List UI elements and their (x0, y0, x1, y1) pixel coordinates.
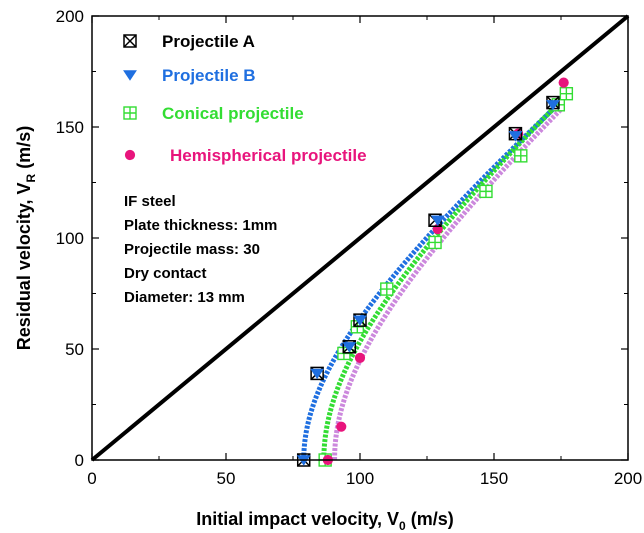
data-point (354, 352, 366, 363)
fit-curve (301, 107, 555, 461)
data-point (559, 86, 574, 101)
marker-triangle (123, 70, 137, 81)
data-point (514, 149, 528, 163)
legend-item: Hemispherical projectile (124, 146, 367, 165)
annotation-line: Projectile mass: 30 (124, 241, 260, 258)
y-tick-label: 150 (56, 118, 84, 137)
axis-ticks: 0 50 100 150 200 0 50 100 150 200 (56, 7, 643, 488)
x-axis-title-sub: 0 (399, 519, 406, 533)
data-point (353, 315, 367, 326)
data-point (342, 342, 357, 353)
data-point (428, 235, 442, 250)
marker-box (353, 313, 367, 327)
legend: Projectile A Projectile B Conical projecti… (123, 32, 367, 165)
marker-plus (514, 149, 527, 162)
fit-curve (332, 107, 563, 461)
marker-triangle (342, 342, 357, 353)
x-tick-label: 150 (480, 469, 508, 488)
data-point (479, 184, 493, 199)
annotation-line: Dry contact (124, 265, 207, 282)
legend-label: Hemispherical projectile (170, 146, 367, 165)
x-tick-label: 100 (346, 469, 374, 488)
marker-plus (124, 107, 136, 119)
y-axis-title-unit: (m/s) (14, 126, 34, 174)
legend-item: Projectile B (123, 66, 256, 85)
marker-triangle (430, 215, 445, 226)
data-point (310, 368, 325, 380)
legend-label: Conical projectile (162, 104, 304, 123)
data-point (123, 70, 137, 81)
annotation-line: Plate thickness: 1mm (124, 217, 277, 234)
x-tick-label: 50 (217, 469, 236, 488)
legend-label: Projectile B (162, 66, 256, 85)
data-point (546, 100, 560, 111)
y-tick-label: 100 (56, 229, 84, 248)
legend-label: Projectile A (162, 32, 255, 51)
annotation-block: IF steel Plate thickness: 1mm Projectile… (124, 193, 277, 306)
annotation-line: IF steel (124, 193, 176, 210)
y-tick-label: 50 (65, 340, 84, 359)
fit-curves (301, 96, 566, 461)
marker-circle (558, 77, 569, 88)
marker-plus (429, 236, 442, 249)
marker-box (310, 366, 324, 381)
marker-circle (124, 149, 136, 161)
marker-plus (560, 87, 573, 100)
x-tick-label: 0 (87, 469, 96, 488)
y-axis-title: Residual velocity, VR (m/s) (14, 126, 38, 350)
data-point (558, 77, 569, 88)
reference-line-segment (90, 14, 630, 462)
fit-curve (321, 96, 566, 461)
data-point (336, 421, 347, 432)
legend-item: Conical projectile (123, 104, 304, 123)
x-axis-title-main: Initial impact velocity, V (196, 509, 399, 529)
data-point (124, 149, 136, 161)
data-point (508, 131, 523, 142)
y-tick-label: 200 (56, 7, 84, 26)
x-axis-title-unit: (m/s) (406, 509, 454, 529)
marker-cross (123, 34, 137, 48)
y-axis-title-main: Residual velocity, V (14, 182, 34, 350)
marker-triangle (508, 131, 523, 142)
legend-item: Projectile A (123, 32, 255, 51)
data-points (296, 77, 574, 467)
data-point (123, 34, 137, 48)
y-axis-title-sub: R (24, 173, 38, 182)
reference-line (90, 14, 630, 462)
data-point (380, 282, 394, 296)
marker-triangle (310, 368, 325, 380)
marker-circle (354, 352, 366, 363)
x-axis-title: Initial impact velocity, V0 (m/s) (196, 509, 453, 533)
marker-box (342, 340, 357, 354)
marker-plus (380, 283, 393, 296)
x-tick-label: 200 (614, 469, 642, 488)
marker-triangle (546, 100, 560, 111)
marker-circle (336, 421, 347, 432)
data-point (430, 215, 445, 226)
annotation-line: Diameter: 13 mm (124, 289, 245, 306)
data-point (123, 106, 137, 120)
y-tick-label: 0 (75, 451, 84, 470)
marker-triangle (353, 315, 367, 326)
marker-box (123, 34, 137, 48)
marker-plus (479, 185, 492, 198)
